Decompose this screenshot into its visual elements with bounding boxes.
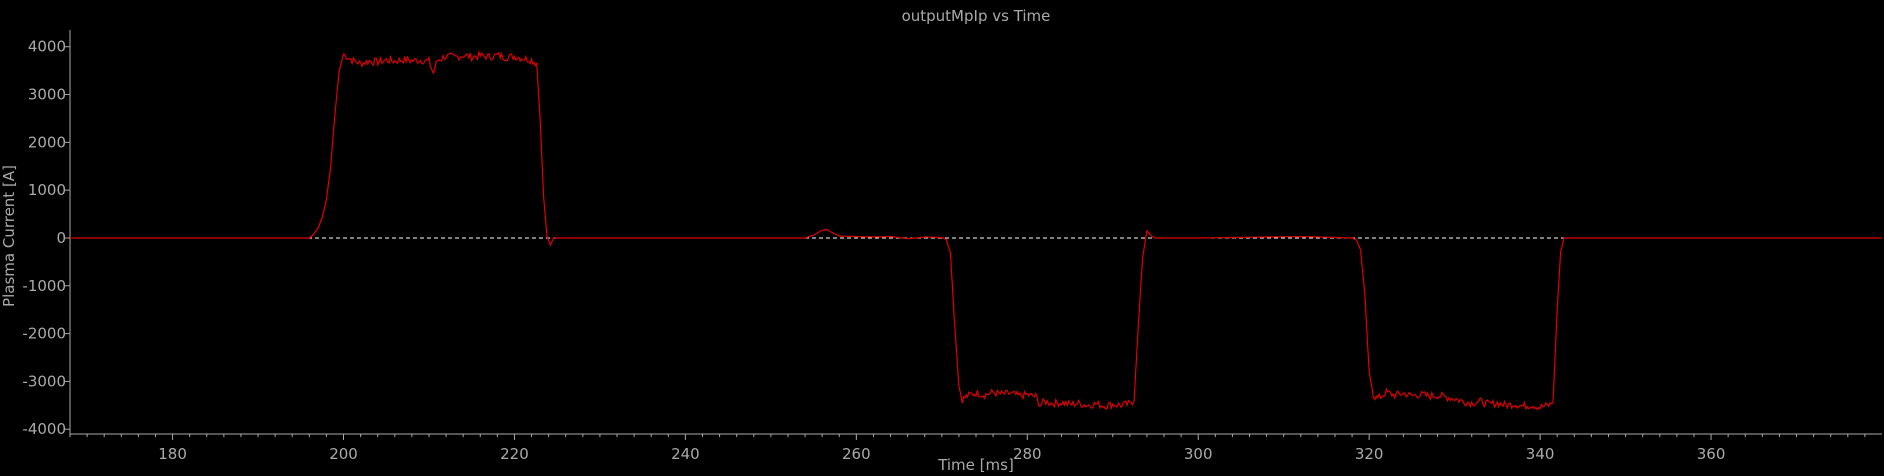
x-tick-label: 220	[500, 445, 529, 463]
x-tick-label: 300	[1184, 445, 1213, 463]
x-tick-label: 240	[671, 445, 700, 463]
x-tick-label: 340	[1526, 445, 1555, 463]
x-axis-label: Time [ms]	[937, 456, 1014, 474]
y-axis-label: Plasma Current [A]	[0, 165, 18, 307]
y-tick-label: 2000	[28, 133, 66, 151]
x-tick-label: 360	[1697, 445, 1726, 463]
y-tick-label: 3000	[28, 86, 66, 104]
plasma-current-series-line	[70, 50, 1882, 411]
series-layer	[70, 50, 1882, 411]
y-axis-ticks: 4000 3000 2000 1000 0 -1000 -2000 -3000 -4000	[22, 38, 70, 438]
y-tick-label: -3000	[22, 372, 66, 390]
x-tick-label: 180	[158, 445, 187, 463]
x-tick-label: 320	[1355, 445, 1384, 463]
x-tick-label: 260	[842, 445, 871, 463]
x-axis-ticks: 180 200 220 240 260 280 300 320 340 360	[158, 434, 1725, 463]
y-tick-label: 4000	[28, 38, 66, 56]
y-tick-label: 1000	[28, 181, 66, 199]
y-tick-label: 0	[56, 229, 66, 247]
y-tick-label: -1000	[22, 277, 66, 295]
y-tick-label: -2000	[22, 325, 66, 343]
x-tick-label: 200	[329, 445, 358, 463]
chart-title: outputMpIp vs Time	[902, 7, 1051, 25]
x-minor-ticks	[69, 434, 1866, 437]
y-tick-label: -4000	[22, 420, 66, 438]
x-tick-label: 280	[1013, 445, 1042, 463]
